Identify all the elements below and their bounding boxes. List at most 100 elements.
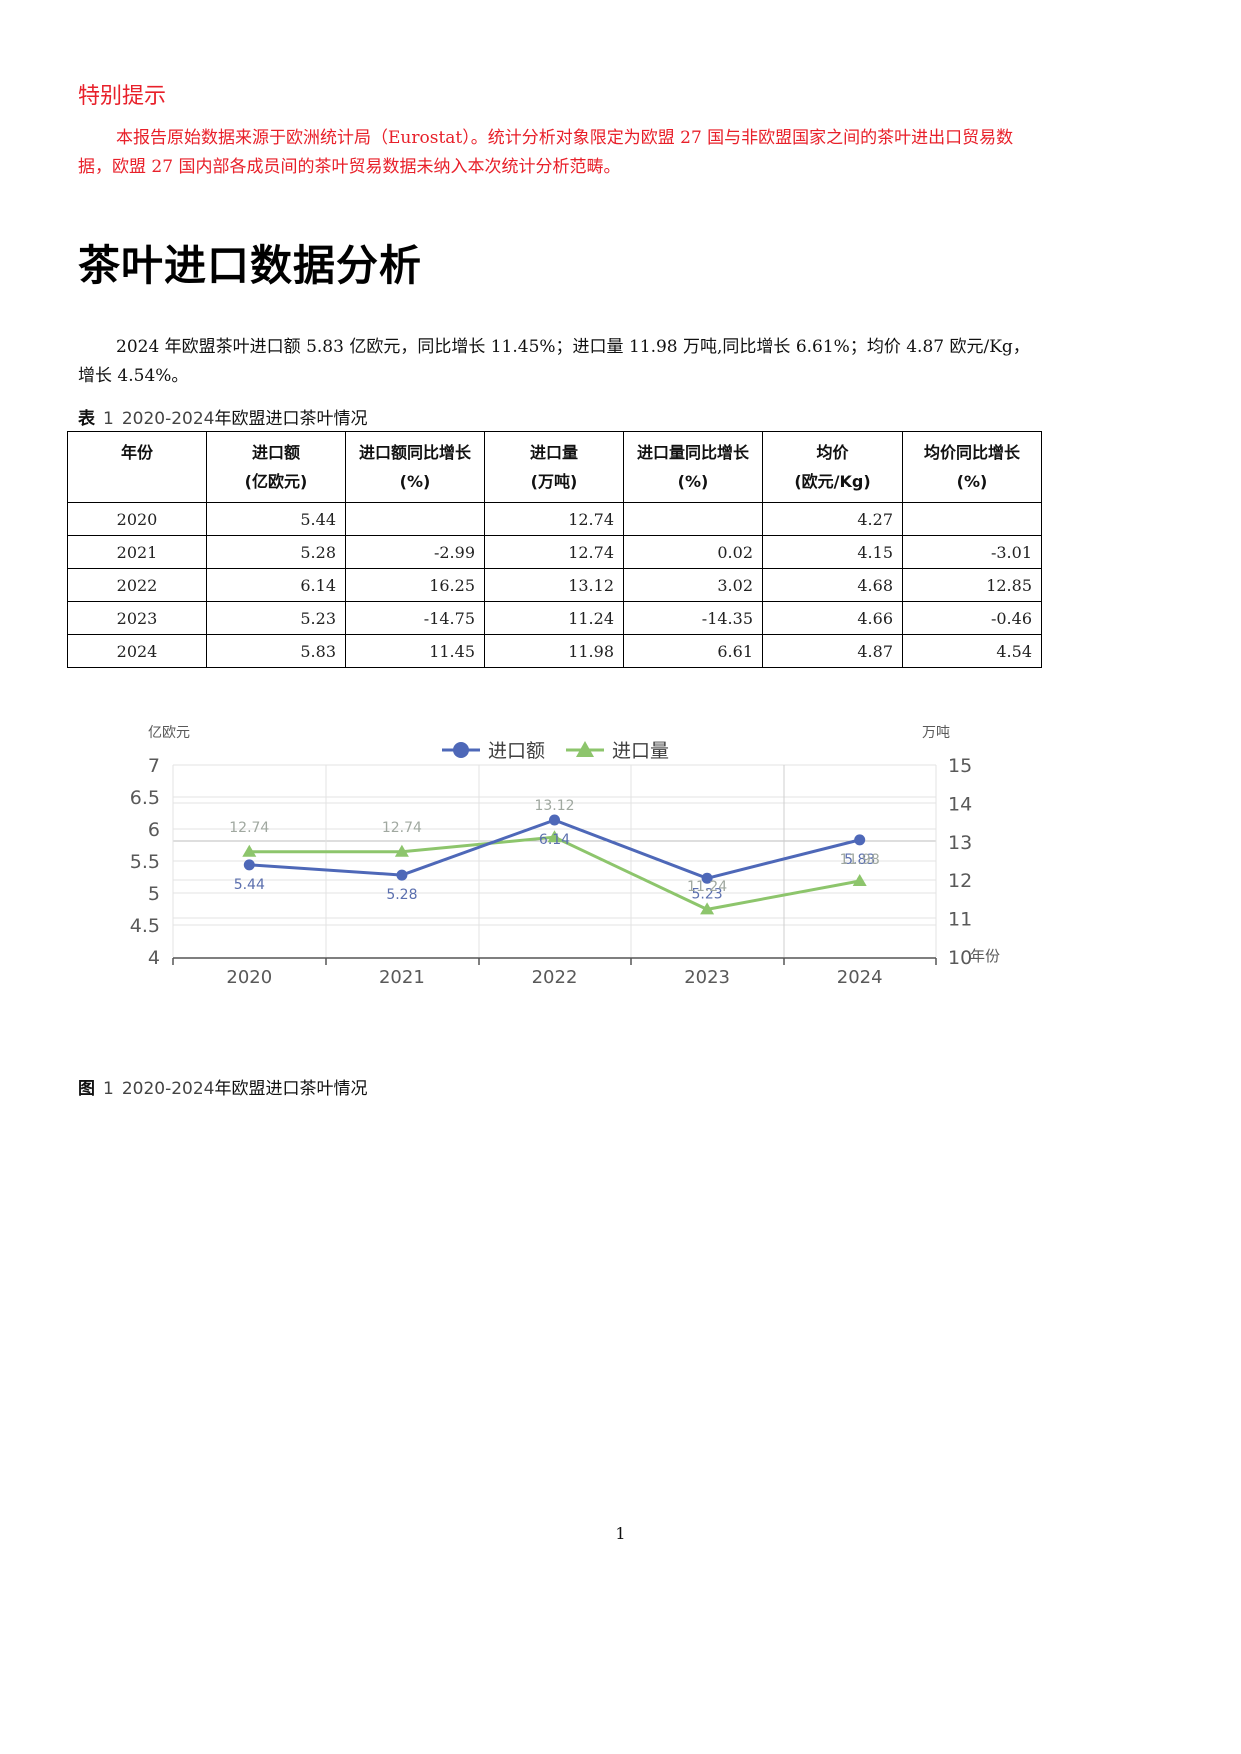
data-point-circle-icon [854,834,866,846]
cell-import-value-yoy: 11.45 [345,634,485,668]
table-row: 2024 5.83 11.45 11.98 6.61 4.87 4.54 [67,634,1042,668]
legend-circle-marker-icon [453,742,469,758]
cell-year: 2020 [67,502,207,536]
cell-avg-price-yoy: -0.46 [902,601,1042,635]
data-label: 13.12 [534,798,574,814]
header-avg-price-yoy: 均价同比增长 (%) [902,431,1042,503]
header-import-value-yoy: 进口额同比增长 (%) [345,431,485,503]
cell-avg-price-yoy [902,502,1042,536]
data-label: 11.24 [687,879,727,895]
x-tick-label: 2021 [379,967,425,988]
cell-import-value: 5.28 [206,535,346,569]
data-label: 12.74 [229,820,269,836]
table-header-row: 年份 进口额 (亿欧元) 进口额同比增长 (%) 进口量 (万吨) 进口量同比增长 (%… [67,431,1042,503]
data-point-triangle-icon [852,873,867,886]
y-left-tick-label: 5.5 [130,851,160,873]
cell-import-volume: 11.24 [484,601,624,635]
legend-label: 进口额 [488,740,545,762]
table-caption-number: 1 [103,409,114,429]
y-right-tick-label: 10 [948,947,972,969]
data-label: 5.83 [844,852,875,868]
y-left-axis-title: 亿欧元 [148,725,190,741]
header-avg-price: 均价 (欧元/Kg) [762,431,903,503]
x-tick-label: 2024 [837,967,883,988]
table-row: 2020 5.44 12.74 4.27 [67,502,1042,536]
header-import-volume: 进口量 (万吨) [484,431,624,503]
data-point-triangle-icon [394,844,409,857]
cell-import-volume: 13.12 [484,568,624,602]
y-left-tick-label: 4.5 [130,915,160,937]
y-right-axis-title: 万吨 [922,725,950,741]
data-point-circle-icon [396,869,408,881]
y-right-tick-label: 14 [948,793,972,815]
y-left-tick-label: 6.5 [130,787,160,809]
y-right-tick-label: 11 [948,909,972,931]
chart-grid [172,764,937,957]
cell-import-volume-yoy: 6.61 [623,634,763,668]
summary-paragraph: 2024 年欧盟茶叶进口额 5.83 亿欧元，同比增长 11.45%；进口量 1… [78,337,1030,386]
data-label: 5.28 [386,887,417,903]
data-label: 6.14 [539,832,570,848]
data-point-triangle-icon [242,844,257,857]
legend-label: 进口量 [612,740,669,762]
import-table: 年份 进口额 (亿欧元) 进口额同比增长 (%) 进口量 (万吨) 进口量同比增长 (%… [67,431,1042,668]
cell-avg-price-yoy: 4.54 [902,634,1042,668]
table-caption-range: 2020-2024 [121,409,215,429]
data-label: 12.74 [382,820,422,836]
legend-triangle-marker-icon [576,741,594,757]
cell-import-value: 6.14 [206,568,346,602]
cell-avg-price: 4.87 [762,634,903,668]
cell-year: 2021 [67,535,207,569]
data-label: 5.23 [692,886,723,902]
table-caption-label: 表 [78,409,95,429]
notice-title: 特别提示 [78,84,167,109]
y-right-tick-label: 15 [948,755,972,777]
x-axis [172,957,937,965]
data-point-circle-icon [243,859,255,871]
cell-year: 2023 [67,601,207,635]
figure-caption-range: 2020-2024 [121,1079,215,1099]
y-left-tick-label: 7 [148,755,160,777]
cell-import-volume-yoy: -14.35 [623,601,763,635]
y-left-tick-label: 5 [148,883,160,905]
cell-year: 2024 [67,634,207,668]
data-point-circle-icon [701,872,713,884]
cell-import-volume: 12.74 [484,535,624,569]
figure-caption-label: 图 [78,1079,95,1099]
header-import-volume-yoy: 进口量同比增长 (%) [623,431,763,503]
y-left-tick-label: 6 [148,819,160,841]
y-right-tick-label: 13 [948,832,972,854]
section-title: 茶叶进口数据分析 [78,241,423,290]
cell-avg-price: 4.68 [762,568,903,602]
table-row: 2022 6.14 16.25 13.12 3.02 4.68 12.85 [67,568,1042,602]
table-caption-text: 年欧盟进口茶叶情况 [214,409,368,429]
x-tick-label: 2023 [684,967,730,988]
table-caption: 表 1 2020-2024年欧盟进口茶叶情况 [78,404,368,429]
data-point-triangle-icon [700,902,715,915]
data-label: 11.98 [840,852,880,868]
cell-year: 2022 [67,568,207,602]
cell-import-volume: 11.98 [484,634,624,668]
x-tick-label: 2020 [226,967,272,988]
cell-import-value-yoy: -14.75 [345,601,485,635]
data-point-circle-icon [549,814,560,826]
header-year: 年份 [67,431,207,503]
table-row: 2023 5.23 -14.75 11.24 -14.35 4.66 -0.46 [67,601,1042,635]
x-tick-label: 2022 [532,967,578,988]
cell-avg-price-yoy: -3.01 [902,535,1042,569]
page-number: 1 [615,1524,626,1543]
figure-caption-number: 1 [103,1079,114,1099]
x-axis-title: 年份 [970,947,1000,965]
y-left-tick-label: 4 [148,947,160,969]
cell-import-volume-yoy: 3.02 [623,568,763,602]
data-point-triangle-icon [547,830,562,843]
cell-import-volume-yoy [623,502,763,536]
figure-caption: 图 1 2020-2024年欧盟进口茶叶情况 [78,1074,368,1099]
notice-body: 本报告原始数据来源于欧洲统计局（Eurostat）。统计分析对象限定为欧盟 27… [78,128,1014,177]
figure-caption-text: 年欧盟进口茶叶情况 [214,1079,368,1099]
cell-import-volume: 12.74 [484,502,624,536]
cell-import-value: 5.83 [206,634,346,668]
data-label: 5.44 [234,877,265,893]
y-right-tick-label: 12 [948,870,972,892]
